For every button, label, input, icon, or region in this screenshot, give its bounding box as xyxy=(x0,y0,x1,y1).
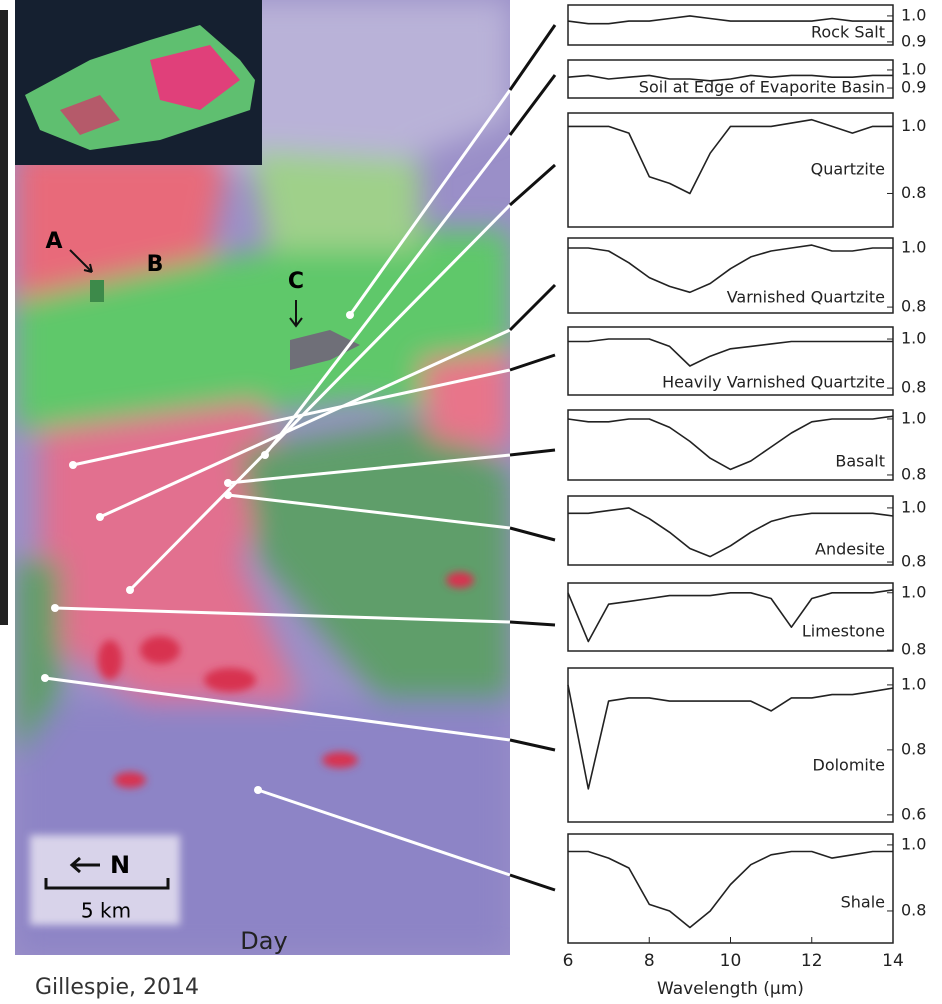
x-tick-label: 8 xyxy=(644,951,655,971)
leader-black xyxy=(510,622,555,625)
y-tick-label: 1.0 xyxy=(901,116,926,135)
panel-label: Limestone xyxy=(802,622,885,641)
credit: Gillespie, 2014 xyxy=(35,975,199,1000)
inset-3d-view xyxy=(15,0,262,165)
y-tick-label: 0.9 xyxy=(901,78,926,97)
leader-black xyxy=(510,528,555,540)
y-tick-label: 0.8 xyxy=(901,183,926,202)
leader-black xyxy=(510,740,555,750)
x-axis-label: Wavelength (μm) xyxy=(657,979,804,999)
leader-dot xyxy=(126,586,134,594)
label-c: C xyxy=(288,269,304,294)
y-tick-label: 0.9 xyxy=(901,31,926,50)
leader-black xyxy=(510,75,555,135)
y-tick-label: 0.8 xyxy=(901,297,926,316)
y-tick-label: 0.8 xyxy=(901,464,926,483)
panel-label: Dolomite xyxy=(813,756,886,775)
leader-dot xyxy=(224,491,232,499)
y-tick-label: 0.8 xyxy=(901,378,926,397)
panel-frame xyxy=(568,668,893,822)
leader-black xyxy=(510,285,555,330)
leader-dot xyxy=(51,604,59,612)
x-tick-label: 10 xyxy=(720,951,742,971)
leader-dot xyxy=(41,674,49,682)
scale-label: 5 km xyxy=(81,899,131,923)
y-tick-label: 1.0 xyxy=(901,408,926,427)
panel-label: Heavily Varnished Quartzite xyxy=(662,373,885,392)
y-tick-label: 1.0 xyxy=(901,238,926,257)
panel-label: Rock Salt xyxy=(811,23,885,42)
leader-dot xyxy=(69,461,77,469)
leader-black xyxy=(510,25,555,90)
leader-black xyxy=(510,165,555,205)
y-tick-label: 1.0 xyxy=(901,329,926,348)
panel-label: Quartzite xyxy=(811,160,885,179)
leader-black xyxy=(510,450,555,455)
leader-dot xyxy=(346,311,354,319)
leader-black xyxy=(510,355,555,370)
panel-label: Soil at Edge of Evaporite Basin xyxy=(639,78,885,97)
north-label: N xyxy=(110,851,130,879)
y-tick-label: 1.0 xyxy=(901,497,926,516)
y-tick-label: 1.0 xyxy=(901,582,926,601)
panel-label: Andesite xyxy=(815,540,885,559)
panel-label: Basalt xyxy=(835,452,885,471)
leader-black xyxy=(510,875,555,890)
x-tick-label: 14 xyxy=(882,951,904,971)
x-tick-label: 12 xyxy=(801,951,823,971)
y-tick-label: 1.0 xyxy=(901,5,926,24)
y-tick-label: 0.8 xyxy=(901,640,926,659)
panel-label: Varnished Quartzite xyxy=(727,288,885,307)
leader-dot xyxy=(96,513,104,521)
x-tick-label: 6 xyxy=(563,951,574,971)
figure: A B C N 5 km Day Gillespie, 2014 1.00.9R… xyxy=(0,0,942,1000)
leader-dot xyxy=(224,479,232,487)
panel-frame xyxy=(568,834,893,943)
mode-label: Day xyxy=(240,927,287,955)
y-tick-label: 0.8 xyxy=(901,900,926,919)
side-bar xyxy=(0,10,8,625)
y-tick-label: 0.8 xyxy=(901,552,926,571)
label-b: B xyxy=(147,252,164,277)
leader-dot xyxy=(254,786,262,794)
y-tick-label: 1.0 xyxy=(901,834,926,853)
y-tick-label: 0.8 xyxy=(901,739,926,758)
y-tick-label: 1.0 xyxy=(901,59,926,78)
panel-label: Shale xyxy=(841,893,885,912)
y-tick-label: 1.0 xyxy=(901,674,926,693)
y-tick-label: 0.6 xyxy=(901,804,926,823)
label-a: A xyxy=(45,229,62,254)
